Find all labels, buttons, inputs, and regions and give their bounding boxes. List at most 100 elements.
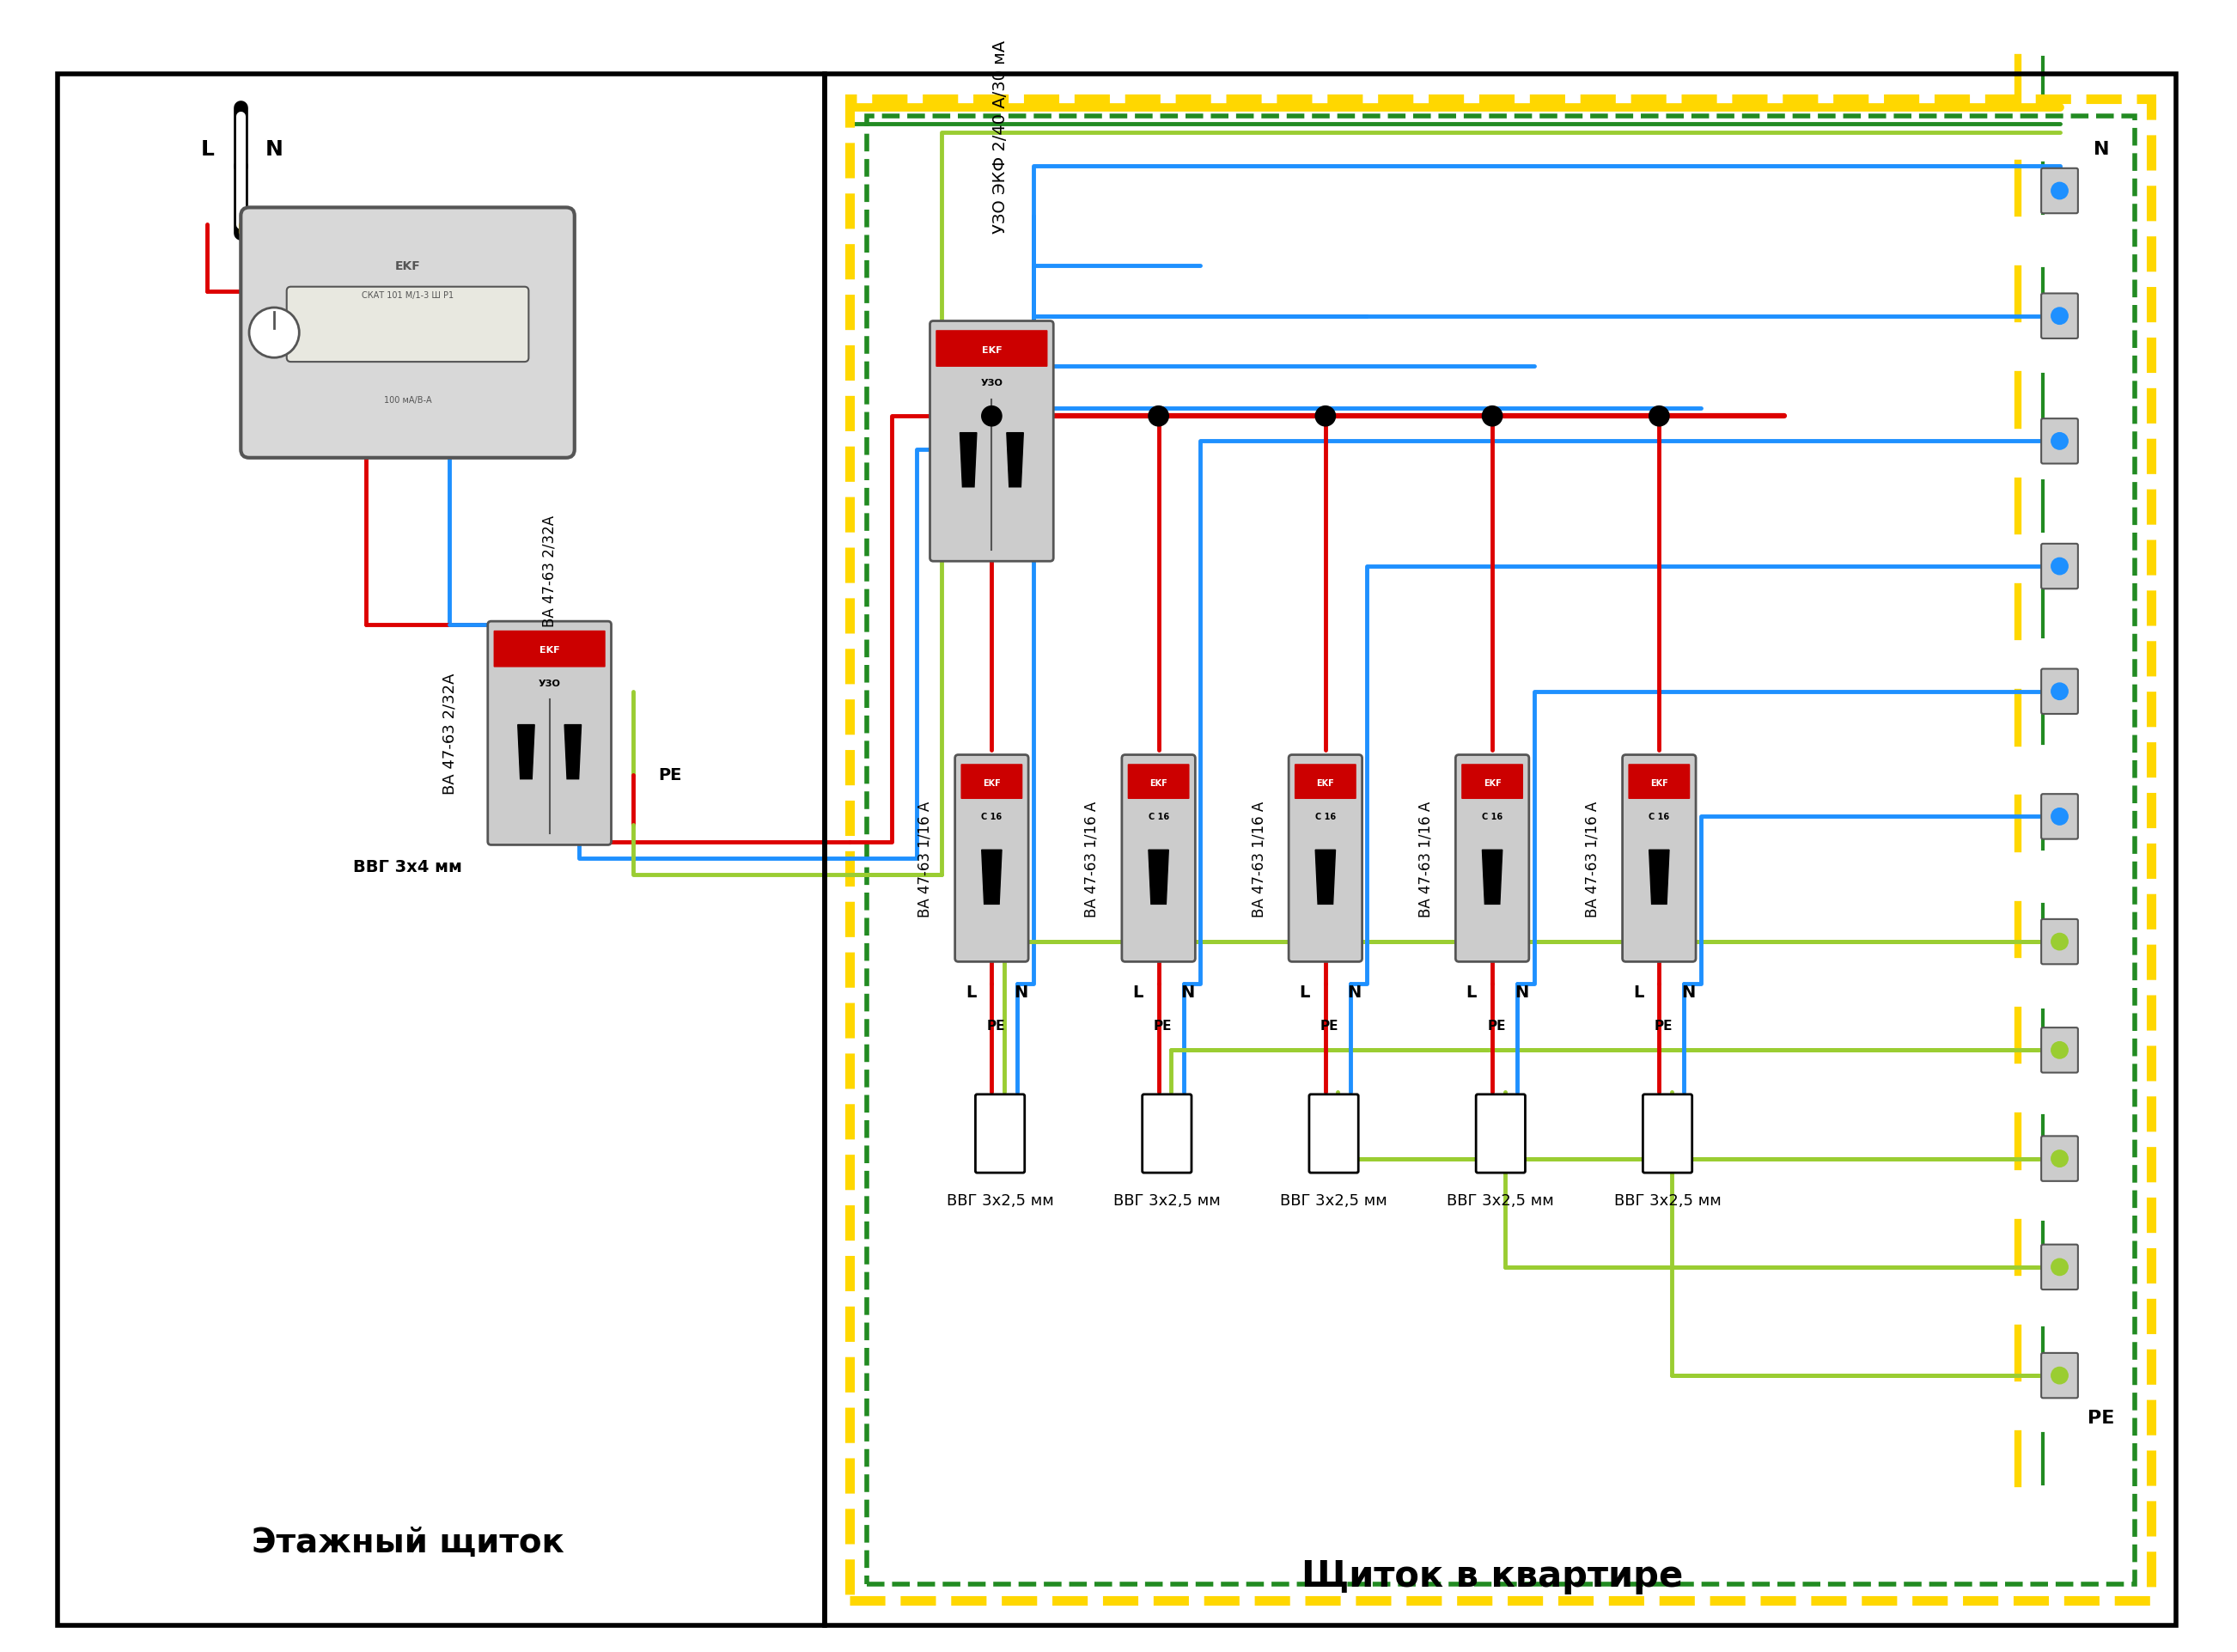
Text: PE: PE xyxy=(1154,1019,1172,1032)
Text: PE: PE xyxy=(2087,1409,2114,1426)
Polygon shape xyxy=(1007,433,1022,487)
FancyBboxPatch shape xyxy=(1143,1095,1192,1173)
Text: N: N xyxy=(1514,985,1528,999)
Text: EKF: EKF xyxy=(1150,778,1168,786)
Text: УЗО: УЗО xyxy=(980,378,1002,388)
Circle shape xyxy=(2051,808,2067,826)
Text: 100 мА/В-А: 100 мА/В-А xyxy=(385,396,432,405)
Text: EKF: EKF xyxy=(1651,778,1669,786)
Text: L: L xyxy=(1300,985,1311,999)
Text: L: L xyxy=(966,985,975,999)
Text: C 16: C 16 xyxy=(1481,813,1503,821)
FancyBboxPatch shape xyxy=(1295,765,1356,800)
FancyBboxPatch shape xyxy=(1476,1095,1526,1173)
Circle shape xyxy=(2051,1042,2067,1059)
Text: EKF: EKF xyxy=(396,261,421,273)
Circle shape xyxy=(1148,406,1168,426)
FancyBboxPatch shape xyxy=(935,330,1047,367)
Circle shape xyxy=(248,309,300,358)
Polygon shape xyxy=(1315,851,1335,905)
Circle shape xyxy=(1483,406,1503,426)
FancyBboxPatch shape xyxy=(2040,795,2078,839)
FancyBboxPatch shape xyxy=(1629,765,1689,800)
Text: ВВГ 3х2,5 мм: ВВГ 3х2,5 мм xyxy=(1280,1193,1387,1208)
FancyBboxPatch shape xyxy=(975,1095,1025,1173)
Polygon shape xyxy=(1649,851,1669,905)
Text: EKF: EKF xyxy=(982,345,1002,354)
FancyBboxPatch shape xyxy=(1309,1095,1358,1173)
Text: ВА 47-63 1/16 А: ВА 47-63 1/16 А xyxy=(1418,801,1434,917)
Text: ВА 47-63 1/16 А: ВА 47-63 1/16 А xyxy=(1584,801,1599,917)
Text: ВВГ 3х2,5 мм: ВВГ 3х2,5 мм xyxy=(1613,1193,1720,1208)
FancyBboxPatch shape xyxy=(242,208,575,458)
Polygon shape xyxy=(1483,851,1503,905)
Text: СКАТ 101 М/1-3 Ш Р1: СКАТ 101 М/1-3 Ш Р1 xyxy=(362,291,454,301)
Circle shape xyxy=(1315,406,1335,426)
Text: N: N xyxy=(2094,140,2109,159)
Text: N: N xyxy=(1682,985,1696,999)
FancyBboxPatch shape xyxy=(488,621,611,846)
FancyBboxPatch shape xyxy=(286,287,528,362)
Text: EKF: EKF xyxy=(982,778,1000,786)
Polygon shape xyxy=(517,725,535,780)
Text: PE: PE xyxy=(1320,1019,1338,1032)
FancyBboxPatch shape xyxy=(1642,1095,1691,1173)
Text: N: N xyxy=(1013,985,1027,999)
Text: L: L xyxy=(1465,985,1476,999)
FancyBboxPatch shape xyxy=(955,755,1029,961)
FancyBboxPatch shape xyxy=(494,631,606,667)
Text: ВВГ 3х2,5 мм: ВВГ 3х2,5 мм xyxy=(946,1193,1054,1208)
Circle shape xyxy=(2051,309,2067,325)
Text: C 16: C 16 xyxy=(982,813,1002,821)
FancyBboxPatch shape xyxy=(1127,765,1190,800)
Text: ВВГ 3х2,5 мм: ВВГ 3х2,5 мм xyxy=(1114,1193,1221,1208)
FancyBboxPatch shape xyxy=(931,322,1054,562)
Text: L: L xyxy=(1633,985,1644,999)
Text: N: N xyxy=(266,139,284,160)
FancyBboxPatch shape xyxy=(1456,755,1528,961)
Circle shape xyxy=(2051,183,2067,200)
FancyBboxPatch shape xyxy=(2040,294,2078,339)
Text: N: N xyxy=(1347,985,1362,999)
Circle shape xyxy=(1649,406,1669,426)
Text: ВА 47-63 2/32А: ВА 47-63 2/32А xyxy=(441,672,456,795)
FancyBboxPatch shape xyxy=(2040,544,2078,590)
FancyBboxPatch shape xyxy=(2040,1244,2078,1290)
Text: C 16: C 16 xyxy=(1148,813,1170,821)
FancyBboxPatch shape xyxy=(2040,1028,2078,1072)
Text: ВВГ 3х2,5 мм: ВВГ 3х2,5 мм xyxy=(1447,1193,1555,1208)
Text: ВА 47-63 1/16 А: ВА 47-63 1/16 А xyxy=(1085,801,1101,917)
Circle shape xyxy=(2051,933,2067,950)
FancyBboxPatch shape xyxy=(2040,420,2078,464)
Text: УЗО ЭКФ 2/40 А/30 мА: УЗО ЭКФ 2/40 А/30 мА xyxy=(991,40,1009,233)
FancyBboxPatch shape xyxy=(2040,920,2078,965)
FancyBboxPatch shape xyxy=(962,765,1022,800)
Circle shape xyxy=(2051,1150,2067,1168)
Text: УЗО: УЗО xyxy=(539,679,561,687)
Circle shape xyxy=(2051,1259,2067,1275)
FancyBboxPatch shape xyxy=(1121,755,1195,961)
Text: ВА 47-63 1/16 А: ВА 47-63 1/16 А xyxy=(917,801,933,917)
Text: ВА 47-63 1/16 А: ВА 47-63 1/16 А xyxy=(1250,801,1266,917)
FancyBboxPatch shape xyxy=(1461,765,1523,800)
Text: L: L xyxy=(201,139,215,160)
FancyBboxPatch shape xyxy=(1622,755,1696,961)
Text: PE: PE xyxy=(658,767,682,783)
Text: L: L xyxy=(1132,985,1143,999)
Text: N: N xyxy=(1181,985,1195,999)
Text: PE: PE xyxy=(987,1019,1004,1032)
Text: C 16: C 16 xyxy=(1649,813,1669,821)
Text: Щиток в квартире: Щиток в квартире xyxy=(1302,1558,1682,1594)
Polygon shape xyxy=(1148,851,1168,905)
Text: EKF: EKF xyxy=(1483,778,1501,786)
Text: PE: PE xyxy=(1653,1019,1673,1032)
Text: Этажный щиток: Этажный щиток xyxy=(251,1526,564,1559)
Text: C 16: C 16 xyxy=(1315,813,1335,821)
FancyBboxPatch shape xyxy=(2040,669,2078,714)
FancyBboxPatch shape xyxy=(1289,755,1362,961)
Text: EKF: EKF xyxy=(539,646,559,654)
Polygon shape xyxy=(564,725,582,780)
FancyBboxPatch shape xyxy=(2040,1137,2078,1181)
Polygon shape xyxy=(982,851,1002,905)
Text: ВВГ 3х4 мм: ВВГ 3х4 мм xyxy=(353,859,463,876)
